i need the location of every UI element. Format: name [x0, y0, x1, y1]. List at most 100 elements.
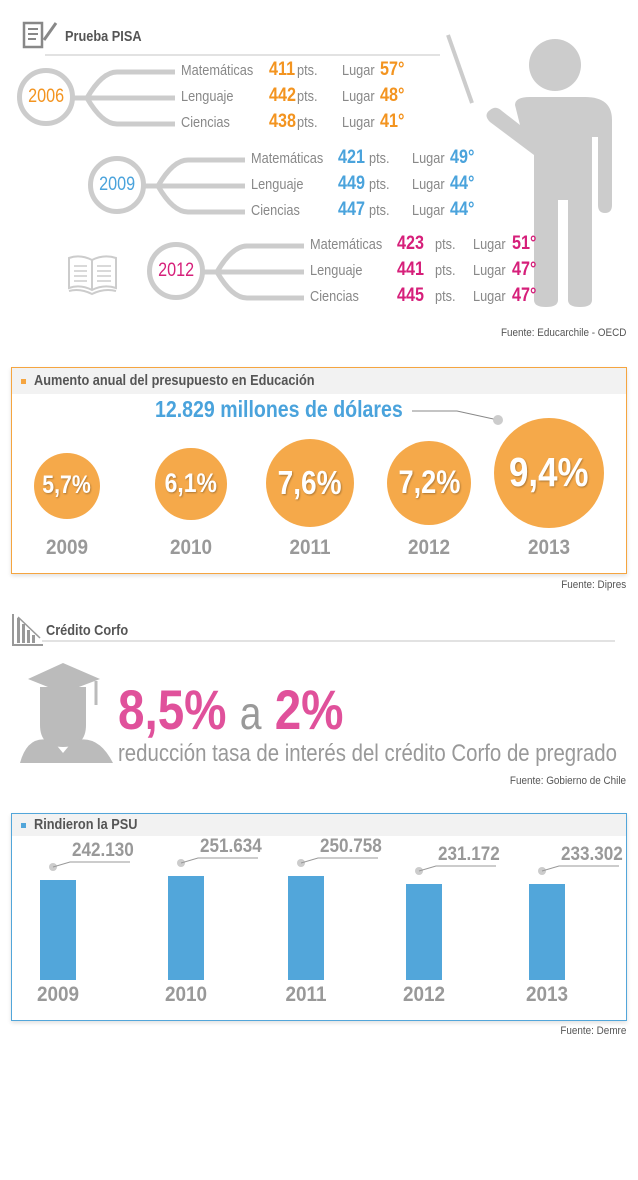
psu-value-label: 231.172	[438, 844, 500, 866]
bubble-label: 7,6%	[278, 463, 342, 501]
value-connector	[297, 857, 378, 868]
budget-bubble: 7,6%	[265, 438, 355, 528]
psu-value-label: 250.758	[320, 836, 382, 858]
pts-label: pts.	[369, 150, 390, 167]
year-label: 2006	[28, 86, 64, 107]
subject-label: Ciencias	[251, 202, 300, 219]
subject-label: Ciencias	[181, 114, 230, 131]
rate-connector: a	[239, 687, 262, 739]
place-value: 41°	[380, 111, 405, 132]
psu-value-label: 233.302	[561, 843, 623, 865]
subject-label: Ciencias	[310, 288, 359, 305]
value-connector	[415, 865, 496, 876]
place-value: 47°	[512, 285, 537, 306]
budget-source: Fuente: Dipres	[561, 579, 626, 591]
score-value: 449	[338, 173, 365, 194]
graduate-icon	[20, 663, 113, 763]
lugar-label: Lugar	[412, 202, 445, 219]
psu-panel: Rindieron la PSU 242.130 2009 251.634 2010 2…	[11, 813, 627, 1021]
place-value: 44°	[450, 199, 475, 220]
year-label: 2012	[158, 260, 194, 281]
budget-bubble: 6,1%	[155, 448, 227, 520]
year-label: 2009	[36, 983, 80, 1006]
corfo-rate-change: 8,5% a 2%	[118, 680, 344, 743]
psu-title: Rindieron la PSU	[34, 816, 138, 833]
pts-label: pts.	[297, 114, 318, 131]
lugar-label: Lugar	[473, 262, 506, 279]
budget-bubble: 5,7%	[33, 452, 101, 520]
bullet-icon	[21, 823, 26, 828]
subject-label: Matemáticas	[310, 236, 383, 253]
place-value: 44°	[450, 173, 475, 194]
budget-bubble: 7,2%	[386, 440, 472, 526]
bullet-icon	[21, 379, 26, 384]
year-label: 2012	[402, 983, 446, 1006]
psu-bar	[168, 876, 204, 980]
year-ring: 2006	[17, 68, 75, 126]
pts-label: pts.	[369, 176, 390, 193]
year-label: 2010	[164, 983, 208, 1006]
rate-to: 2%	[274, 678, 344, 741]
psu-bar	[406, 884, 442, 980]
year-label: 2013	[525, 983, 569, 1006]
psu-bar	[529, 883, 565, 980]
year-label: 2011	[285, 983, 327, 1006]
budget-bubble: 9,4%	[494, 418, 604, 528]
pts-label: pts.	[435, 236, 456, 253]
subject-label: Lenguaje	[251, 176, 304, 193]
bubble-label: 5,7%	[42, 471, 92, 500]
subject-label: Lenguaje	[181, 88, 234, 105]
score-value: 423	[397, 233, 424, 254]
year-label: 2009	[45, 536, 89, 559]
rate-from: 8,5%	[118, 678, 227, 741]
divider	[42, 640, 615, 642]
year-ring: 2012	[147, 242, 205, 300]
score-value: 445	[397, 285, 424, 306]
budget-panel: Aumento anual del presupuesto en Educaci…	[11, 367, 627, 574]
value-connector	[177, 857, 258, 867]
lugar-label: Lugar	[342, 62, 375, 79]
psu-source: Fuente: Demre	[559, 1025, 626, 1037]
lugar-label: Lugar	[473, 236, 506, 253]
callout-connector	[412, 410, 503, 425]
place-value: 48°	[380, 85, 405, 106]
bubble-label: 7,2%	[397, 464, 460, 501]
pisa-source: Fuente: Educarchile - OECD	[500, 327, 626, 339]
budget-highlight: 12.829 millones de dólares	[155, 396, 403, 422]
psu-value-label: 251.634	[200, 836, 262, 857]
subject-label: Lenguaje	[310, 262, 363, 279]
subject-label: Matemáticas	[181, 62, 254, 79]
pts-label: pts.	[369, 202, 390, 219]
value-connector	[538, 865, 619, 875]
psu-value-label: 242.130	[72, 839, 134, 861]
declining-chart-icon	[12, 614, 43, 646]
lugar-label: Lugar	[342, 88, 375, 105]
score-value: 411	[269, 59, 296, 80]
subject-label: Matemáticas	[251, 150, 324, 167]
pts-label: pts.	[297, 62, 318, 79]
score-value: 441	[397, 259, 424, 280]
open-book-icon	[68, 255, 117, 296]
bubble-label: 9,4%	[509, 449, 589, 496]
place-value: 47°	[512, 259, 537, 280]
psu-bar	[288, 876, 324, 980]
budget-title: Aumento anual del presupuesto en Educaci…	[34, 372, 315, 389]
score-value: 442	[269, 85, 296, 106]
place-value: 57°	[380, 59, 405, 80]
psu-bar	[40, 879, 76, 980]
place-value: 51°	[512, 233, 537, 254]
year-label: 2013	[527, 536, 571, 559]
year-label: 2009	[99, 174, 135, 195]
corfo-title: Crédito Corfo	[46, 622, 129, 639]
teacher-icon	[446, 34, 612, 307]
pts-label: pts.	[435, 262, 456, 279]
document-edit-icon	[22, 21, 58, 49]
pts-label: pts.	[435, 288, 456, 305]
place-value: 49°	[450, 147, 475, 168]
score-value: 447	[338, 199, 365, 220]
corfo-subtitle: reducción tasa de interés del crédito Co…	[118, 740, 617, 767]
score-value: 421	[338, 147, 365, 168]
lugar-label: Lugar	[412, 150, 445, 167]
year-label: 2011	[289, 536, 331, 559]
bubble-label: 6,1%	[164, 468, 218, 499]
